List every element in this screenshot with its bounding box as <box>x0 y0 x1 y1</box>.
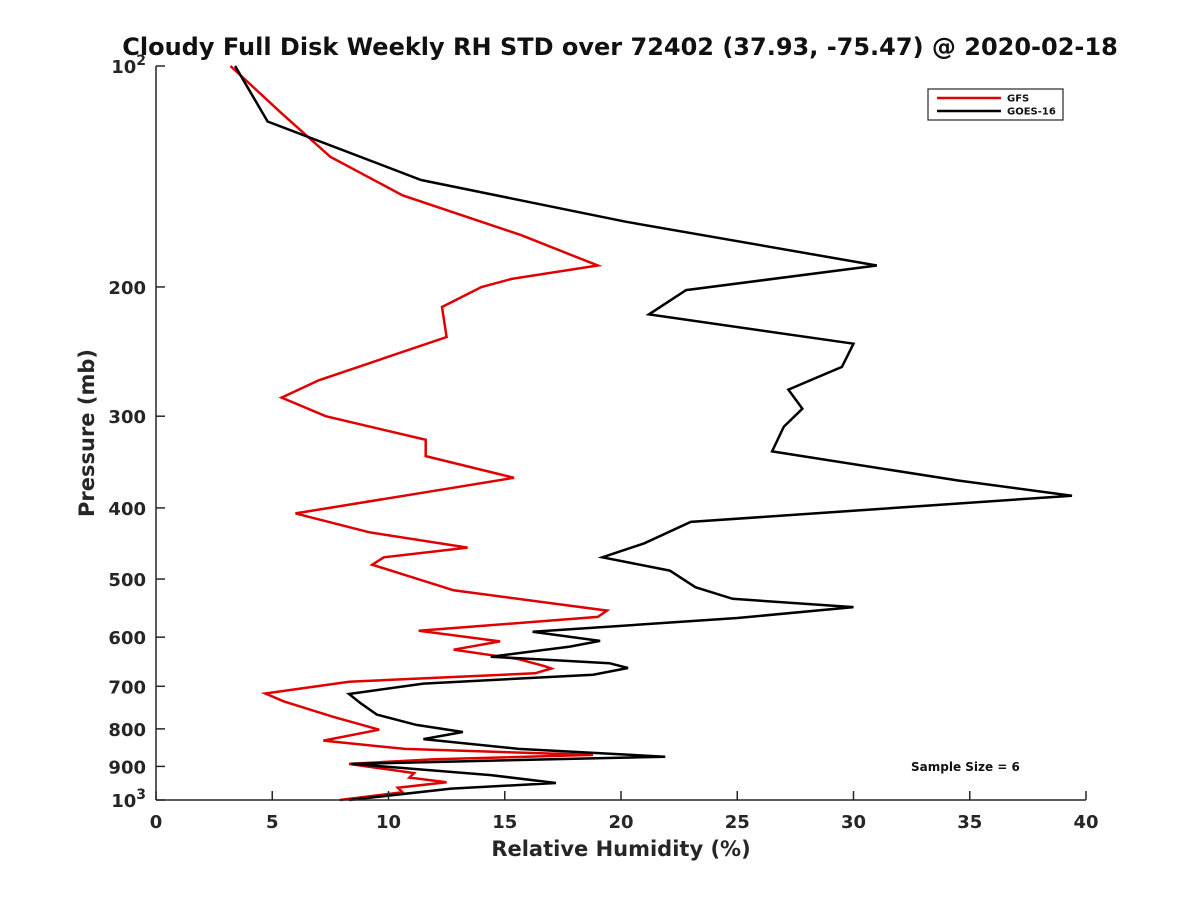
x-tick-label: 20 <box>608 812 633 833</box>
chart-title: Cloudy Full Disk Weekly RH STD over 7240… <box>122 33 1118 61</box>
x-axis-ticks: 0 5 10 15 20 25 30 35 40 <box>150 791 1099 833</box>
y-tick-label: 103 <box>111 787 146 812</box>
sample-size-annotation: Sample Size = 6 <box>911 760 1020 774</box>
plot-background <box>156 66 1086 800</box>
x-tick-label: 5 <box>266 812 279 833</box>
x-tick-label: 40 <box>1073 812 1098 833</box>
x-tick-label: 15 <box>492 812 517 833</box>
y-tick-label: 300 <box>108 407 146 428</box>
series-line-gfs <box>229 65 611 802</box>
x-tick-label: 0 <box>150 812 163 833</box>
legend: GFS GOES-16 <box>927 88 1064 121</box>
x-axis-label: Relative Humidity (%) <box>491 837 750 861</box>
x-tick-label: 35 <box>957 812 982 833</box>
y-tick-label: 400 <box>108 499 146 520</box>
y-tick-label: 200 <box>108 278 146 299</box>
y-tick-label: 600 <box>108 628 146 649</box>
y-tick-label: 700 <box>108 677 146 698</box>
series-line-goes-16 <box>234 65 1073 802</box>
legend-label-gfs: GFS <box>1007 94 1029 105</box>
y-tick-label: 102 <box>111 53 146 78</box>
legend-label-goes-16: GOES-16 <box>1007 107 1056 118</box>
y-tick-label: 500 <box>108 570 146 591</box>
x-tick-label: 30 <box>841 812 866 833</box>
x-tick-label: 10 <box>376 812 401 833</box>
plot-area: 0 5 10 15 20 25 30 35 40 102 200 300 400 500 600 700 80… <box>108 53 1098 833</box>
y-axis-label: Pressure (mb) <box>75 349 99 517</box>
y-tick-label: 800 <box>108 720 146 741</box>
y-tick-label: 900 <box>108 757 146 778</box>
series-layer <box>229 65 1073 802</box>
legend-box <box>927 88 1064 121</box>
y-axis-ticks: 102 200 300 400 500 600 700 800 900 103 <box>108 53 165 812</box>
x-tick-label: 25 <box>725 812 750 833</box>
